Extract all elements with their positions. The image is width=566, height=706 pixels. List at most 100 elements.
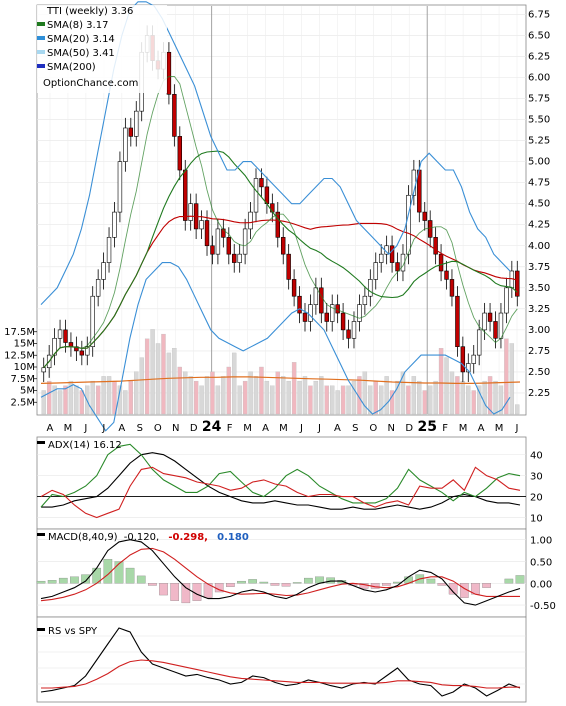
macd-histogram-bar xyxy=(337,580,347,584)
volume-bar xyxy=(46,380,52,415)
candle-body xyxy=(319,287,324,314)
price-tick-label: 6.50 xyxy=(528,30,550,41)
candle-body xyxy=(242,228,248,255)
volume-average-line xyxy=(40,376,521,384)
candle-body xyxy=(324,312,329,322)
month-label: M xyxy=(279,423,288,434)
month-label: A xyxy=(334,423,341,434)
candle-body xyxy=(373,262,378,280)
volume-bar xyxy=(188,376,193,415)
price-tick-label: 3.25 xyxy=(528,304,550,315)
volume-bar xyxy=(504,338,509,415)
sma8-line xyxy=(43,76,518,368)
candle-body xyxy=(106,237,112,263)
candle-body xyxy=(172,94,177,137)
macd-line xyxy=(40,539,521,606)
adx-tick-label: 40 xyxy=(530,451,543,462)
candle-body xyxy=(357,304,362,322)
volume-tick-label: 7.5M xyxy=(10,374,35,385)
volume-bar xyxy=(74,385,79,415)
price-tick-label: 5.50 xyxy=(528,115,550,126)
volume-bar xyxy=(226,366,231,415)
month-label: 25 xyxy=(417,419,436,435)
volume-bar xyxy=(308,385,313,415)
volume-bar xyxy=(476,385,482,415)
price-tick-label: 4.50 xyxy=(528,199,550,210)
price-tick-label: 6.00 xyxy=(528,73,550,84)
month-label: J xyxy=(101,423,105,434)
candle-body xyxy=(177,136,183,171)
month-label: O xyxy=(154,423,162,434)
price-tick-label: 4.25 xyxy=(528,220,550,231)
month-label: M xyxy=(495,423,504,434)
price-tick-label: 4.00 xyxy=(528,241,550,252)
candle-body xyxy=(487,312,493,322)
macd-tick-label: 0.00 xyxy=(530,579,552,590)
macd-histogram-bar xyxy=(326,577,335,584)
macd-histogram-bar xyxy=(448,583,458,595)
volume-bar xyxy=(422,390,427,415)
price-tick-label: 5.75 xyxy=(528,94,550,105)
volume-bar xyxy=(281,376,286,415)
rs-sma-line xyxy=(41,659,520,689)
candle-body xyxy=(422,211,427,221)
volume-bar xyxy=(417,380,422,415)
price-tick-label: 6.75 xyxy=(528,9,550,20)
candle-body xyxy=(215,228,221,255)
axis-ticks: 6.75 6.50 6.25 6.00 5.75 5.50 5.25 5.00 4.75 4.50… xyxy=(4,9,556,612)
month-label: F xyxy=(227,423,233,434)
volume-bar xyxy=(433,380,438,415)
macd-swatch xyxy=(37,533,45,536)
adx-line xyxy=(41,452,521,510)
volume-bar xyxy=(482,380,487,415)
candle-body xyxy=(199,220,204,230)
macd-histogram-bar xyxy=(304,577,313,584)
volume-bar xyxy=(346,385,351,415)
rs-swatch xyxy=(37,628,45,631)
volume-tick-label: 5M xyxy=(20,386,35,397)
price-title: TTI (weekly) 3.36 xyxy=(46,6,133,17)
volume-bar xyxy=(297,380,302,415)
macd-histogram-bar xyxy=(515,575,525,584)
volume-tick-label: 12.5M xyxy=(4,350,35,361)
macd-signal-line xyxy=(40,547,520,602)
adx-tick-label: 30 xyxy=(530,472,543,483)
month-label: M xyxy=(459,423,468,434)
macd-signal-value: -0.298, xyxy=(168,532,208,543)
volume-bar xyxy=(259,366,264,415)
price-tick-label: 4.75 xyxy=(528,178,550,189)
macd-histogram-bar xyxy=(203,583,213,598)
macd-tick-label: -0.50 xyxy=(530,601,556,612)
macd-histogram-bar xyxy=(248,579,257,584)
month-label: J xyxy=(299,423,303,434)
volume-bar xyxy=(444,357,449,415)
volume-bar xyxy=(449,371,455,415)
volume-bar xyxy=(177,366,182,415)
price-tick-label: 2.50 xyxy=(528,367,550,378)
macd-histogram-bar xyxy=(504,578,514,584)
candle-body xyxy=(515,270,520,297)
macd-histogram-bar xyxy=(259,581,269,584)
macd-title-text: MACD(8,40,9) xyxy=(48,532,118,543)
candle-body xyxy=(460,346,466,373)
candle-body xyxy=(400,253,406,272)
candle-body xyxy=(232,253,237,263)
macd-histogram-bar xyxy=(281,583,291,587)
candle-body xyxy=(253,178,259,213)
volume-tick-label: 17.5M xyxy=(4,327,35,338)
macd-histogram-bar xyxy=(437,583,447,586)
macd-histogram-bar xyxy=(70,576,79,584)
candle-body xyxy=(63,329,68,343)
watermark: OptionChance.com xyxy=(43,78,138,89)
volume-bar xyxy=(144,338,150,415)
candle-body xyxy=(41,367,46,373)
volume-bar xyxy=(400,371,406,415)
volume-bar xyxy=(313,380,319,415)
volume-bar xyxy=(139,357,144,415)
volume-bar xyxy=(57,390,63,415)
legend-swatch-sma50 xyxy=(37,50,45,54)
candle-body xyxy=(57,329,63,339)
bollinger-lower xyxy=(40,262,511,432)
volume-bar xyxy=(373,380,378,415)
